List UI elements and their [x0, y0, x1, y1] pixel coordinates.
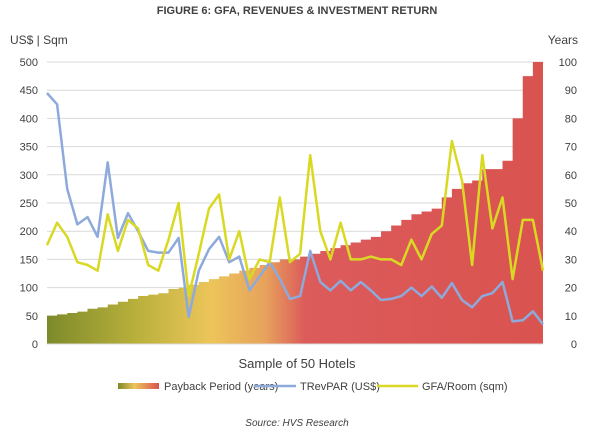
right-axis-ticks: 0 10 20 30 40 50 60 70 80 90 100	[559, 57, 577, 351]
right-tick-label: 30	[565, 254, 577, 266]
right-tick-label: 100	[559, 57, 577, 69]
right-tick-label: 70	[565, 142, 577, 154]
left-tick-label: 200	[20, 226, 38, 238]
chart-title: FIGURE 6: GFA, REVENUES & INVESTMENT RET…	[157, 5, 438, 17]
source-note: Source: HVS Research	[245, 418, 349, 429]
left-tick-label: 50	[26, 311, 38, 323]
right-tick-label: 40	[565, 226, 577, 238]
right-axis-unit: Years	[548, 33, 578, 47]
left-tick-label: 450	[20, 85, 38, 97]
right-tick-label: 60	[565, 170, 577, 182]
gfa-room-line	[45, 139, 545, 298]
gridlines	[47, 61, 543, 317]
left-tick-label: 350	[20, 142, 38, 154]
right-tick-label: 20	[565, 283, 577, 295]
left-tick-label: 400	[20, 113, 38, 125]
right-tick-label: 50	[565, 198, 577, 210]
legend: Payback Period (years) TRevPAR (US$) GFA…	[118, 381, 508, 393]
left-tick-label: 300	[20, 170, 38, 182]
left-tick-label: 0	[32, 339, 38, 351]
left-tick-label: 150	[20, 254, 38, 266]
trevpar-line	[46, 92, 544, 326]
x-axis-label: Sample of 50 Hotels	[238, 356, 356, 371]
left-axis-unit: US$ | Sqm	[10, 33, 68, 47]
legend-trevpar-label: TRevPAR (US$)	[300, 381, 380, 393]
right-tick-label: 90	[565, 85, 577, 97]
left-axis-ticks: 0 50 100 150 200 250 300 350 400 450 500	[20, 57, 38, 351]
left-tick-label: 100	[20, 283, 38, 295]
legend-gfa-label: GFA/Room (sqm)	[422, 381, 508, 393]
left-tick-label: 250	[20, 198, 38, 210]
payback-period-area	[47, 62, 543, 344]
legend-payback-label: Payback Period (years)	[164, 381, 278, 393]
legend-payback-swatch	[118, 383, 159, 389]
right-tick-label: 80	[565, 113, 577, 125]
left-tick-label: 500	[20, 57, 38, 69]
right-tick-label: 10	[565, 311, 577, 323]
right-tick-label: 0	[571, 339, 577, 351]
